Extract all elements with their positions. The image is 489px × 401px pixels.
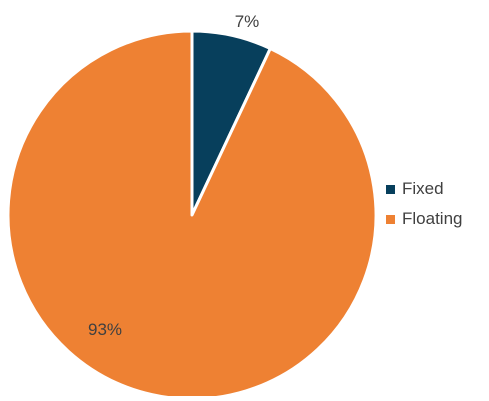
legend-swatch-floating <box>386 214 395 224</box>
pie-data-labels: 7% 93% <box>88 12 259 339</box>
legend-label-floating: Floating <box>402 209 463 228</box>
legend-swatch-fixed <box>386 184 395 194</box>
legend-item-floating: Floating <box>386 206 486 232</box>
legend: Fixed Floating <box>386 176 486 236</box>
pie-slices <box>6 29 378 401</box>
data-label-fixed: 7% <box>235 12 260 31</box>
legend-item-fixed: Fixed <box>386 176 486 202</box>
pie-slice-floating <box>6 29 378 401</box>
data-label-floating: 93% <box>88 320 122 339</box>
legend-label-fixed: Fixed <box>402 179 444 198</box>
